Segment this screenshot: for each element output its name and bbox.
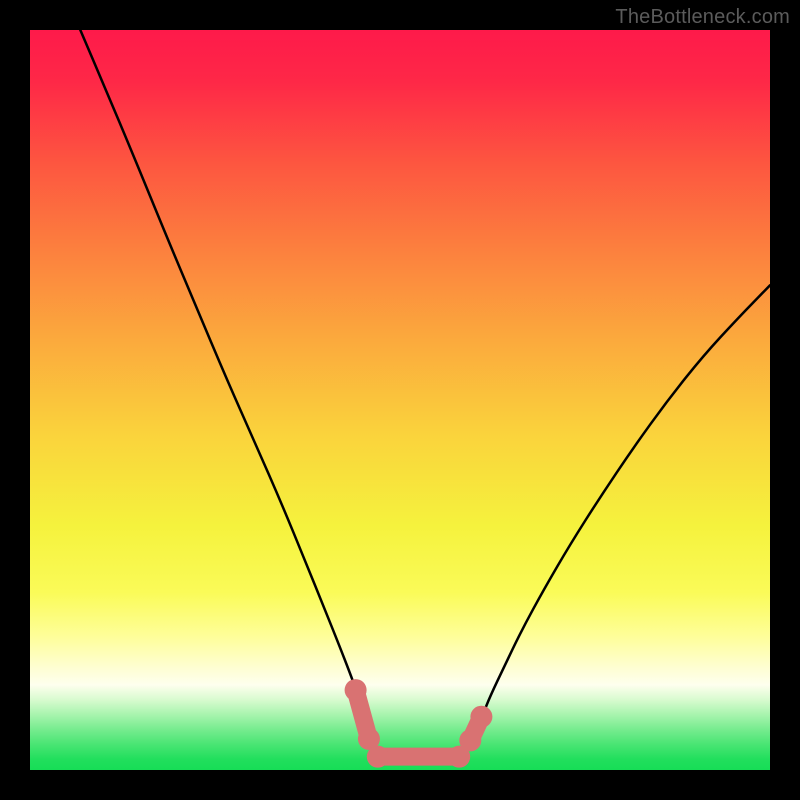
gradient-background bbox=[30, 30, 770, 770]
marker-cap-2-0 bbox=[459, 729, 481, 751]
watermark-text: TheBottleneck.com bbox=[615, 6, 790, 29]
marker-cap-0-0 bbox=[345, 679, 367, 701]
chart-svg bbox=[30, 30, 770, 770]
marker-cap-1-0 bbox=[367, 746, 389, 768]
outer-frame: TheBottleneck.com bbox=[0, 0, 800, 800]
plot-area bbox=[30, 30, 770, 770]
marker-cap-2-1 bbox=[470, 706, 492, 728]
